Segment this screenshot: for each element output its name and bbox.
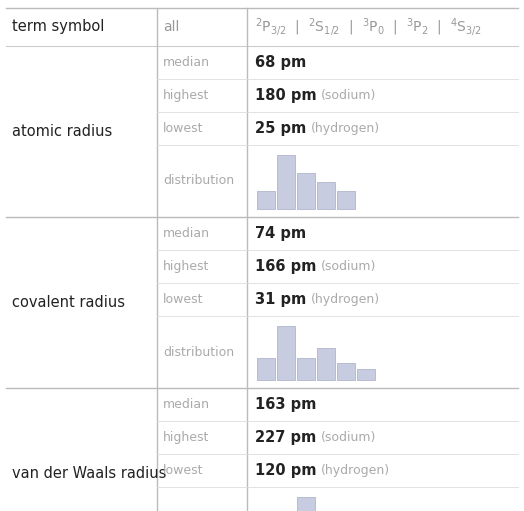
Bar xyxy=(316,182,335,209)
Text: 120 pm: 120 pm xyxy=(255,463,316,478)
Bar xyxy=(297,497,314,511)
Text: (hydrogen): (hydrogen) xyxy=(321,464,390,477)
Text: 163 pm: 163 pm xyxy=(255,397,316,412)
Text: lowest: lowest xyxy=(163,464,203,477)
Text: atomic radius: atomic radius xyxy=(12,124,112,139)
Text: distribution: distribution xyxy=(163,174,234,188)
Bar xyxy=(336,363,355,380)
Text: (hydrogen): (hydrogen) xyxy=(311,293,380,306)
Text: van der Waals radius: van der Waals radius xyxy=(12,466,167,481)
Text: term symbol: term symbol xyxy=(12,19,104,35)
Text: highest: highest xyxy=(163,431,210,444)
Text: covalent radius: covalent radius xyxy=(12,295,125,310)
Text: (sodium): (sodium) xyxy=(321,260,376,273)
Bar xyxy=(357,369,375,380)
Text: (hydrogen): (hydrogen) xyxy=(311,122,380,135)
Text: median: median xyxy=(163,56,210,69)
Text: (sodium): (sodium) xyxy=(321,431,376,444)
Bar xyxy=(277,326,294,380)
Bar xyxy=(336,191,355,209)
Text: highest: highest xyxy=(163,260,210,273)
Text: lowest: lowest xyxy=(163,122,203,135)
Bar xyxy=(297,358,314,380)
Text: 68 pm: 68 pm xyxy=(255,55,306,70)
Text: median: median xyxy=(163,227,210,240)
Text: 227 pm: 227 pm xyxy=(255,430,316,445)
Bar xyxy=(257,191,275,209)
Text: $^2\mathregular{P}_{3/2}$  |  $^2\mathregular{S}_{1/2}$  |  $^3\mathregular{P}_0: $^2\mathregular{P}_{3/2}$ | $^2\mathregu… xyxy=(255,16,482,38)
Text: median: median xyxy=(163,398,210,411)
Text: 74 pm: 74 pm xyxy=(255,226,306,241)
Bar xyxy=(277,155,294,209)
Text: 166 pm: 166 pm xyxy=(255,259,316,274)
Bar xyxy=(297,173,314,209)
Text: 180 pm: 180 pm xyxy=(255,88,316,103)
Text: lowest: lowest xyxy=(163,293,203,306)
Text: 25 pm: 25 pm xyxy=(255,121,306,136)
Text: 31 pm: 31 pm xyxy=(255,292,306,307)
Text: all: all xyxy=(163,20,179,34)
Bar xyxy=(316,347,335,380)
Text: highest: highest xyxy=(163,89,210,102)
Bar xyxy=(257,358,275,380)
Text: distribution: distribution xyxy=(163,345,234,359)
Text: (sodium): (sodium) xyxy=(321,89,377,102)
